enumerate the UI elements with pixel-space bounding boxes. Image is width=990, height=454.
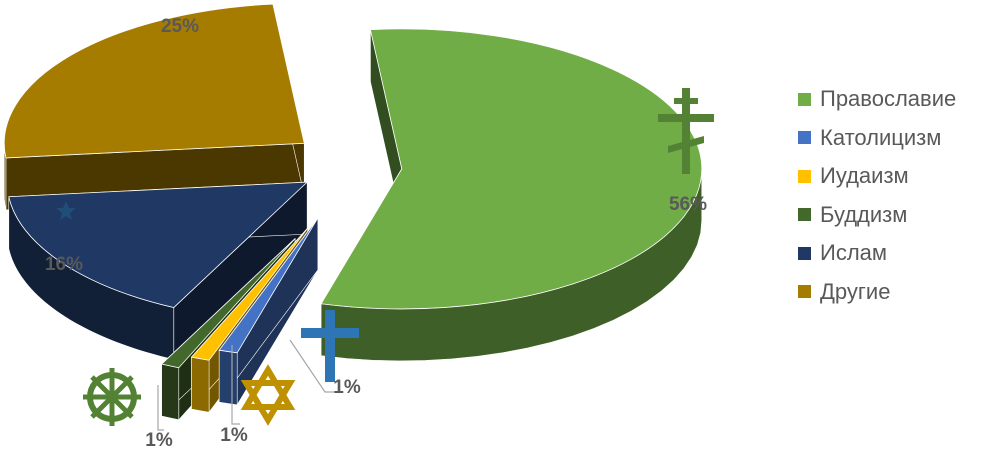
chart-legend: Православие Католицизм Иудаизм Буддизм Ислам… — [798, 80, 988, 311]
slice-rim — [161, 363, 180, 421]
legend-item: Православие — [798, 80, 988, 119]
legend-item: Ислам — [798, 234, 988, 273]
legend-swatch — [798, 169, 811, 183]
orthodox-cross-icon — [658, 88, 714, 174]
slice-top — [320, 28, 703, 310]
latin-cross-icon — [301, 310, 359, 382]
legend-swatch — [798, 285, 811, 299]
data-label: 25% — [161, 16, 199, 37]
pie-slice-1 — [218, 216, 319, 406]
pie-slice-4 — [8, 181, 309, 361]
star-of-david-icon — [240, 364, 296, 426]
leader-line-2 — [231, 345, 240, 425]
slice-top — [160, 238, 296, 369]
legend-swatch — [798, 92, 811, 106]
religion-icons — [12, 88, 714, 426]
data-label: 1% — [333, 377, 361, 398]
pie-slices — [3, 3, 703, 421]
slice-top — [218, 217, 319, 354]
crescent-star-icon — [12, 184, 76, 240]
legend-item: Другие — [798, 273, 988, 312]
legend-swatch — [798, 246, 811, 260]
pie-slice-0 — [320, 28, 703, 362]
data-label: 16% — [45, 254, 83, 275]
legend-item: Иудаизм — [798, 157, 988, 196]
legend-label: Католицизм — [820, 124, 942, 150]
legend-label: Другие — [820, 278, 891, 304]
legend-label: Православие — [820, 86, 957, 112]
slice-rim — [191, 356, 210, 413]
data-labels: 56% 1% 1% 1% 16% 25% — [45, 16, 707, 451]
pie-slice-5 — [3, 3, 305, 211]
slice-rim — [218, 349, 238, 406]
dharma-wheel-icon — [83, 368, 141, 426]
leader-lines — [157, 339, 335, 431]
legend-item: Буддизм — [798, 196, 988, 235]
legend-label: Ислам — [820, 240, 888, 266]
legend-swatch — [798, 131, 811, 145]
data-label: 1% — [220, 425, 248, 446]
data-label: 56% — [669, 194, 707, 215]
data-label: 1% — [145, 430, 173, 451]
legend-item: Католицизм — [798, 119, 988, 158]
slice-top — [8, 181, 309, 308]
legend-label: Иудаизм — [820, 163, 909, 189]
leader-line-3 — [157, 385, 164, 431]
slice-top — [3, 3, 305, 159]
legend-label: Буддизм — [820, 201, 908, 227]
legend-swatch — [798, 208, 811, 222]
leader-line-1 — [289, 339, 335, 393]
slice-top — [190, 227, 309, 361]
